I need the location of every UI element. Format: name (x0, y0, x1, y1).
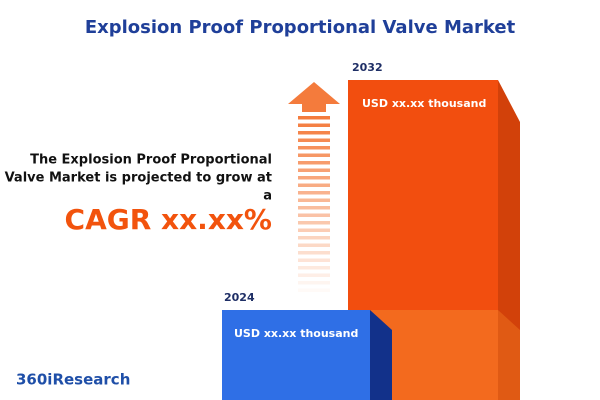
bar-front (222, 310, 370, 400)
statement: The Explosion Proof Proportional Valve M… (5, 153, 272, 237)
growth-arrow (288, 82, 340, 292)
bar-label: USD xx.xx thousand (362, 97, 486, 110)
stripe (298, 288, 330, 292)
stripe (298, 123, 330, 127)
stripe (298, 191, 330, 195)
stripe (298, 153, 330, 157)
stripe (298, 266, 330, 270)
stripe (298, 273, 330, 277)
stripe (298, 131, 330, 135)
bar-year: 2024 (224, 291, 255, 304)
bar-year: 2032 (352, 61, 383, 74)
statement-line: The Explosion Proof Proportional (30, 153, 272, 168)
bar-label: USD xx.xx thousand (234, 327, 358, 340)
stripe (298, 228, 330, 232)
stripe (298, 206, 330, 210)
stripe (298, 183, 330, 187)
stripe (298, 198, 330, 202)
stripe (298, 213, 330, 217)
stripe (298, 236, 330, 240)
statement-line: a (263, 189, 272, 204)
stripe (298, 116, 330, 120)
bar-base-side (498, 310, 520, 400)
stripe (298, 221, 330, 225)
statement-line: Valve Market is projected to grow at (5, 171, 272, 186)
arrow-head (288, 82, 340, 112)
bar-side (370, 310, 392, 400)
arrow-stripes (298, 116, 330, 292)
stripe (298, 281, 330, 285)
stripe (298, 243, 330, 247)
stripe (298, 161, 330, 165)
title: Explosion Proof Proportional Valve Marke… (85, 17, 516, 38)
stripe (298, 176, 330, 180)
stripe (298, 138, 330, 142)
stripe (298, 146, 330, 150)
stripe (298, 258, 330, 262)
stripe (298, 168, 330, 172)
logo: 360iResearch (16, 371, 130, 389)
bar-2024: 2024 USD xx.xx thousand (222, 291, 392, 400)
stripe (298, 251, 330, 255)
cagr: CAGR xx.xx% (65, 203, 272, 236)
